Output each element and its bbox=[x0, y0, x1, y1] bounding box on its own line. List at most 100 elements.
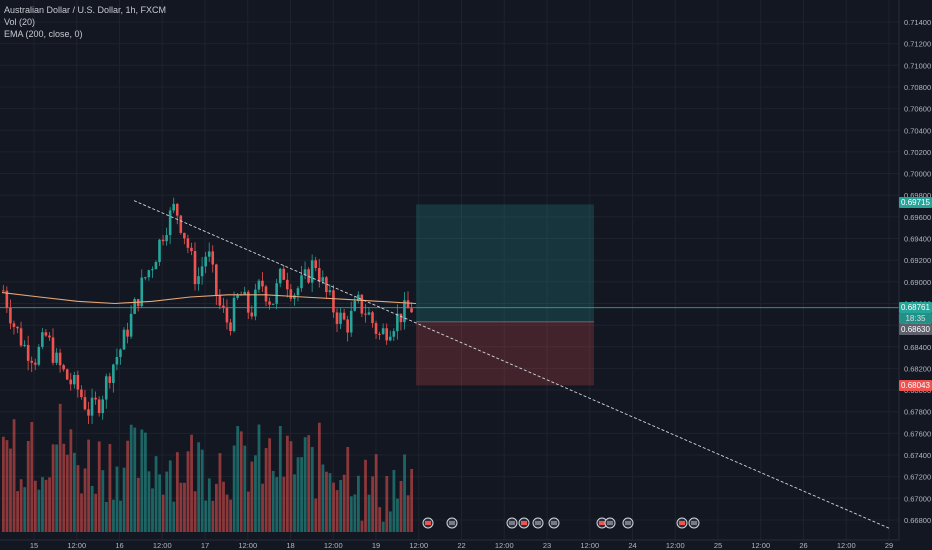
volume-bar bbox=[250, 461, 254, 532]
volume-bar bbox=[55, 444, 59, 532]
time-tick-label: 16 bbox=[115, 541, 123, 550]
volume-bars bbox=[2, 403, 414, 532]
event-flag-icon bbox=[625, 521, 631, 525]
candle-body bbox=[385, 328, 388, 341]
volume-bar bbox=[403, 454, 406, 532]
volume-bar bbox=[12, 419, 16, 532]
volume-bar bbox=[406, 495, 410, 532]
time-tick-label: 12:00 bbox=[238, 541, 257, 550]
volume-bar bbox=[129, 424, 133, 532]
volume-bar bbox=[112, 499, 115, 532]
time-tick-label: 22 bbox=[457, 541, 465, 550]
candle-body bbox=[126, 329, 129, 337]
candle-body bbox=[342, 312, 346, 320]
candle-body bbox=[147, 270, 151, 278]
price-tick-label: 0.67600 bbox=[904, 429, 931, 438]
price-tick-label: 0.67200 bbox=[904, 473, 931, 482]
candle-body bbox=[73, 374, 76, 385]
candle-body bbox=[101, 399, 104, 414]
candle-body bbox=[236, 294, 239, 298]
candle-body bbox=[275, 283, 278, 304]
volume-bar bbox=[115, 466, 119, 532]
candle-body bbox=[250, 312, 254, 317]
volume-bar bbox=[278, 426, 282, 532]
volume-bar bbox=[357, 475, 360, 532]
candle-body bbox=[353, 300, 357, 311]
candle-body bbox=[229, 322, 232, 331]
volume-bar bbox=[48, 477, 51, 532]
candle-body bbox=[19, 328, 23, 346]
volume-bar bbox=[44, 479, 48, 532]
volume-bar bbox=[349, 496, 353, 532]
candle-body bbox=[62, 365, 65, 370]
volume-bar bbox=[254, 455, 257, 532]
price-tick-label: 0.69400 bbox=[904, 235, 931, 244]
time-tick-label: 12:00 bbox=[153, 541, 172, 550]
volume-bar bbox=[16, 491, 19, 532]
long-position-tool[interactable] bbox=[0, 204, 899, 386]
volume-bar bbox=[197, 442, 201, 532]
candle-body bbox=[218, 295, 222, 306]
volume-bar bbox=[307, 435, 311, 532]
candle-body bbox=[200, 266, 204, 277]
candle-body bbox=[261, 280, 264, 287]
volume-bar bbox=[2, 436, 5, 532]
candle-body bbox=[115, 357, 119, 365]
volume-bar bbox=[303, 437, 307, 532]
volume-bar bbox=[381, 521, 385, 532]
candle-body bbox=[133, 299, 136, 314]
price-tick-label: 0.69000 bbox=[904, 278, 931, 287]
candle-body bbox=[9, 308, 12, 324]
event-flag-icon bbox=[551, 521, 557, 525]
volume-bar bbox=[286, 435, 289, 532]
current-price-badge: 0.68761 bbox=[899, 302, 932, 313]
volume-bar bbox=[83, 468, 87, 532]
event-markers[interactable] bbox=[422, 517, 700, 529]
candle-body bbox=[300, 275, 303, 289]
volume-bar bbox=[119, 500, 122, 532]
price-tick-label: 0.66800 bbox=[904, 516, 931, 525]
candle-body bbox=[278, 268, 282, 284]
time-tick-label: 25 bbox=[714, 541, 722, 550]
volume-bar bbox=[346, 447, 350, 532]
trendline[interactable] bbox=[133, 200, 891, 530]
candle-body bbox=[271, 303, 275, 305]
volume-bar bbox=[385, 476, 389, 532]
time-tick-label: 17 bbox=[201, 541, 209, 550]
volume-bar bbox=[158, 474, 161, 532]
candle-body bbox=[406, 300, 410, 309]
volume-bar bbox=[151, 488, 154, 532]
volume-bar bbox=[215, 483, 218, 532]
symbol-title: Australian Dollar / U.S. Dollar, 1h, FXC… bbox=[4, 5, 167, 15]
candle-body bbox=[254, 289, 257, 317]
volume-bar bbox=[51, 444, 55, 532]
candle-body bbox=[168, 210, 172, 236]
volume-bar bbox=[257, 424, 261, 532]
volume-bar bbox=[211, 500, 215, 532]
candle-body bbox=[367, 312, 371, 315]
volume-bar bbox=[325, 471, 328, 532]
volume-bar bbox=[396, 498, 399, 532]
event-marker bbox=[622, 517, 634, 529]
candle-body bbox=[97, 399, 101, 414]
candle-body bbox=[325, 277, 328, 293]
candle-body bbox=[339, 312, 342, 324]
volume-bar bbox=[190, 434, 193, 532]
candle-body bbox=[314, 260, 317, 269]
volume-bar bbox=[328, 473, 332, 532]
price-tick-label: 0.70800 bbox=[904, 83, 931, 92]
volume-bar bbox=[97, 441, 101, 532]
volume-bar bbox=[154, 456, 158, 532]
candle-body bbox=[232, 297, 236, 331]
event-flag-icon bbox=[425, 521, 431, 525]
candle-body bbox=[381, 328, 385, 334]
volume-bar bbox=[168, 460, 172, 532]
time-tick-label: 23 bbox=[543, 541, 551, 550]
volume-bar bbox=[161, 494, 165, 532]
volume-bar bbox=[179, 482, 183, 532]
event-marker bbox=[506, 517, 518, 529]
price-axis-background bbox=[899, 0, 932, 550]
candle-body bbox=[80, 389, 83, 398]
volume-bar bbox=[23, 487, 27, 532]
